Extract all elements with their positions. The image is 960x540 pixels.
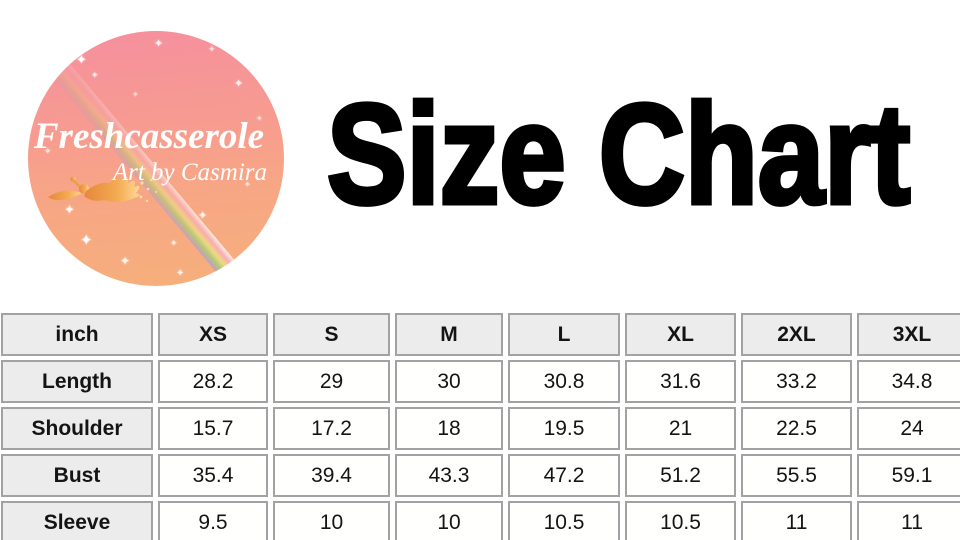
column-header-s: S [273, 313, 390, 356]
table-cell: 22.5 [741, 407, 852, 450]
table-cell: 10.5 [625, 501, 736, 540]
table-row-shoulder: Shoulder 15.7 17.2 18 19.5 21 22.5 24 [1, 407, 960, 450]
table-row-length: Length 28.2 29 30 30.8 31.6 33.2 34.8 [1, 360, 960, 403]
table-cell: 11 [857, 501, 960, 540]
page-title: Size Chart [325, 75, 913, 234]
table-row-bust: Bust 35.4 39.4 43.3 47.2 51.2 55.5 59.1 [1, 454, 960, 497]
column-header-m: M [395, 313, 503, 356]
table-cell: 17.2 [273, 407, 390, 450]
table-cell: 51.2 [625, 454, 736, 497]
brand-logo: ✦ ✦ ✦ ✦ ✦ ✦ ✦ ✦ ✦ ✦ ✦ ✦ ✦ ✦ ✦ [28, 31, 284, 286]
sparkle-icon: ✦ [234, 78, 244, 90]
row-label: Bust [1, 454, 153, 497]
table-cell: 30 [395, 360, 503, 403]
table-cell: 21 [625, 407, 736, 450]
table-cell: 34.8 [857, 360, 960, 403]
table-cell: 55.5 [741, 454, 852, 497]
table-cell: 19.5 [508, 407, 620, 450]
table-cell: 24 [857, 407, 960, 450]
sparkle-icon: ✦ [244, 180, 251, 189]
table-cell: 28.2 [158, 360, 268, 403]
table-cell: 35.4 [158, 454, 268, 497]
sparkle-icon: ✦ [80, 232, 93, 249]
table-cell: 10 [395, 501, 503, 540]
sparkle-icon: ✦ [132, 90, 139, 99]
sparkle-icon: ✦ [154, 38, 164, 50]
column-header-xs: XS [158, 313, 268, 356]
brand-name: Freshcasserole [33, 116, 265, 157]
table-cell: 18 [395, 407, 503, 450]
sparkle-icon: ✦ [64, 202, 75, 217]
column-header-xl: XL [625, 313, 736, 356]
table-cell: 9.5 [158, 501, 268, 540]
sparkle-icon: ✦ [91, 70, 99, 80]
sparkle-icon: ✦ [198, 210, 208, 222]
sparkle-icon: ✦ [120, 254, 131, 268]
table-cell: 10 [273, 501, 390, 540]
table-cell: 43.3 [395, 454, 503, 497]
sparkle-icon: ✦ [44, 146, 52, 156]
column-header-2xl: 2XL [741, 313, 852, 356]
sparkle-icon: ✦ [208, 44, 216, 54]
brand-tagline: Art by Casmira [112, 159, 267, 186]
swimming-figure-icon [48, 176, 157, 203]
column-header-l: L [508, 313, 620, 356]
table-header-row: inch XS S M L XL 2XL 3XL [1, 313, 960, 356]
table-cell: 39.4 [273, 454, 390, 497]
sparkle-icon: ✦ [170, 238, 178, 248]
row-label: Shoulder [1, 407, 153, 450]
row-label: Sleeve [1, 501, 153, 540]
table-cell: 15.7 [158, 407, 268, 450]
sparkle-icon: ✦ [176, 268, 185, 279]
table-cell: 31.6 [625, 360, 736, 403]
table-cell: 47.2 [508, 454, 620, 497]
table-cell: 11 [741, 501, 852, 540]
table-cell: 29 [273, 360, 390, 403]
table-cell: 10.5 [508, 501, 620, 540]
row-label: Length [1, 360, 153, 403]
table-cell: 59.1 [857, 454, 960, 497]
table-cell: 30.8 [508, 360, 620, 403]
table-cell: 33.2 [741, 360, 852, 403]
sparkle-icon: ✦ [76, 52, 87, 67]
size-table: inch XS S M L XL 2XL 3XL Length 28.2 29 … [0, 309, 960, 540]
sparkle-icon: ✦ [256, 114, 263, 123]
table-row-sleeve: Sleeve 9.5 10 10 10.5 10.5 11 11 [1, 501, 960, 540]
unit-header-cell: inch [1, 313, 153, 356]
column-header-3xl: 3XL [857, 313, 960, 356]
